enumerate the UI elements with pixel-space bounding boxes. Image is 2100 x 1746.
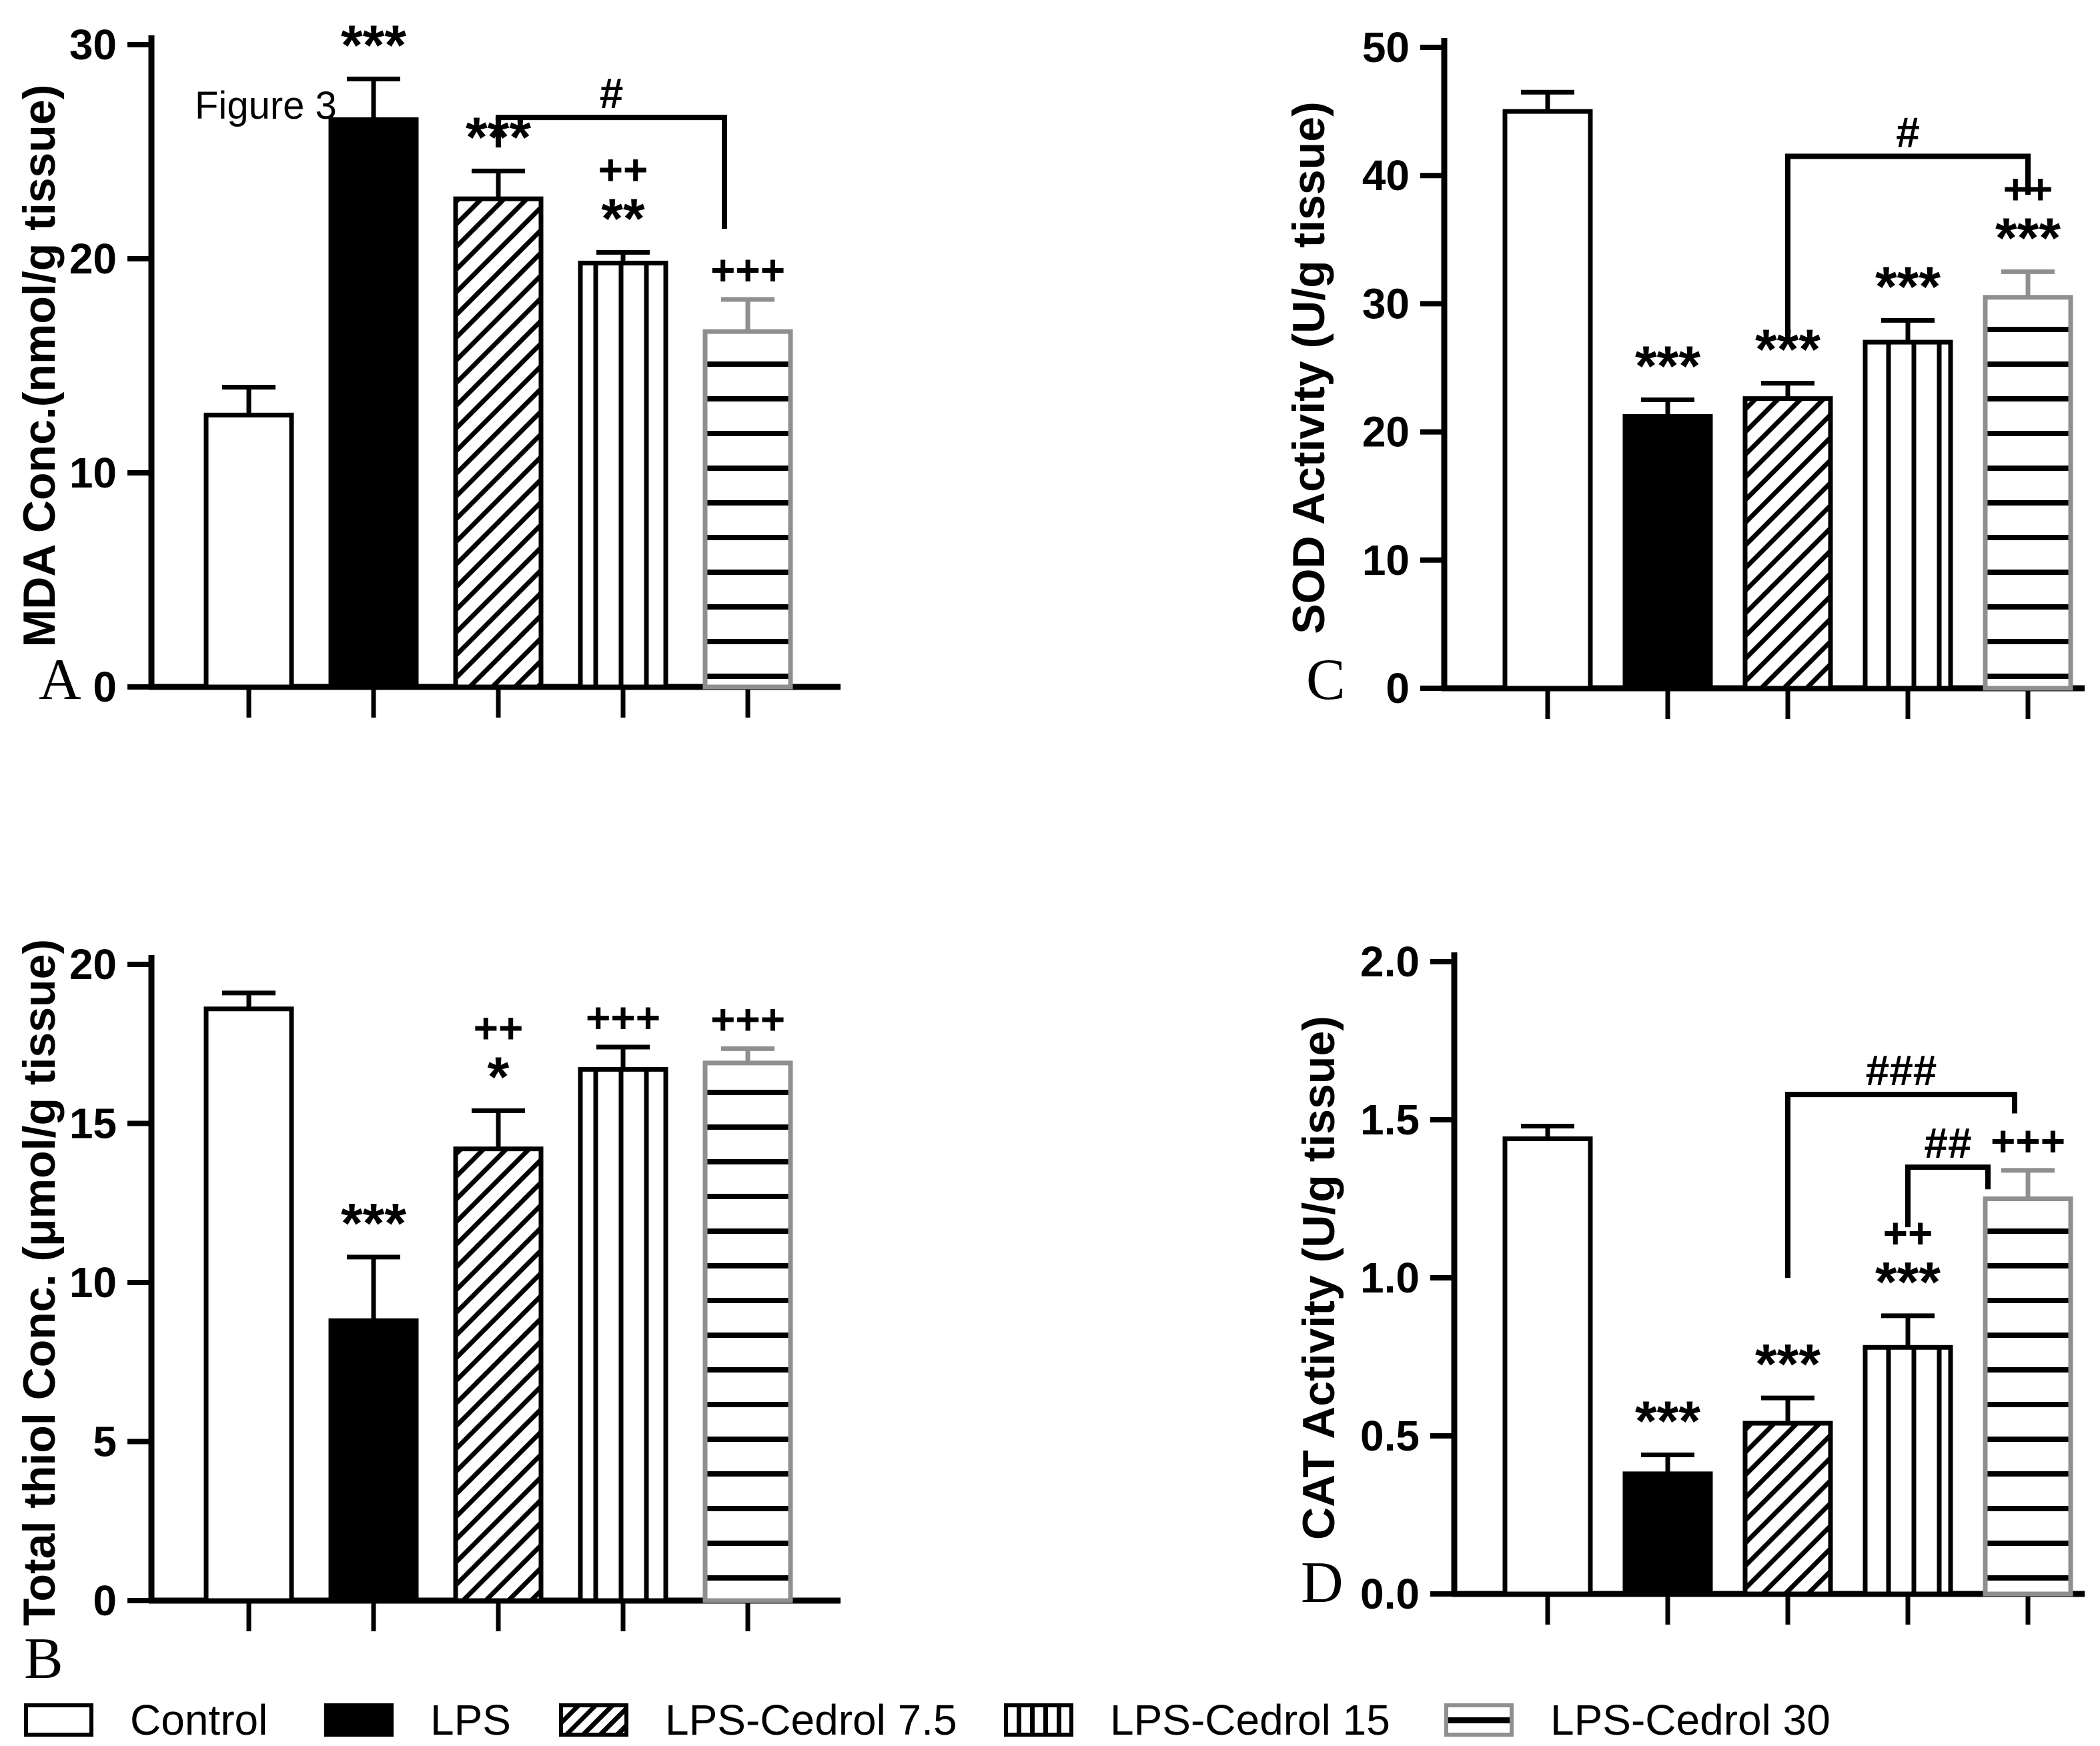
panel-A-bar-lps-cedrol-15 [578, 260, 668, 690]
y-tick-label: 0 [93, 1577, 117, 1625]
y-tick-label: 0 [1386, 664, 1410, 712]
significance-annotation: *** [1995, 206, 2061, 269]
legend-swatch-lps [324, 1703, 394, 1737]
y-tick-label: 30 [1362, 279, 1410, 327]
y-tick-label: 5 [93, 1418, 117, 1466]
figure-legend: Control LPS LPS-Cedrol 7.5 LPS-Cedrol 15… [0, 1694, 2100, 1746]
legend-item-lps-cedrol-7-5: LPS-Cedrol 7.5 [559, 1694, 957, 1746]
panel-C-bar-lps [1622, 414, 1713, 691]
legend-label-lps-cedrol-7-5: LPS-Cedrol 7.5 [665, 1696, 957, 1744]
panel-letter-c: C [1306, 648, 1346, 712]
legend-label-lps-cedrol-30: LPS-Cedrol 30 [1550, 1696, 1830, 1744]
significance-annotation: *** [341, 13, 406, 76]
y-tick-label: 50 [1362, 23, 1410, 71]
legend-swatch-lps-cedrol-30 [1444, 1703, 1514, 1737]
panel-B-bar-lps [328, 1318, 419, 1603]
panel-B-bar-lps-cedrol-15 [578, 1066, 668, 1603]
significance-annotation: +++ [1991, 1117, 2065, 1165]
panel-C-bar-lps-cedrol-7-5 [1742, 396, 1833, 691]
significance-annotation: +++ [710, 995, 785, 1043]
panel-A-bar-lps-cedrol-30 [702, 329, 793, 690]
panel-B-bar-lps-cedrol-7-5 [453, 1146, 544, 1603]
y-tick-label: 0.0 [1360, 1570, 1420, 1618]
legend-label-lps: LPS [430, 1696, 511, 1744]
legend-label-lps-cedrol-15: LPS-Cedrol 15 [1110, 1696, 1390, 1744]
panel-A-bar-lps-cedrol-7-5 [453, 196, 544, 690]
y-tick-label: 30 [69, 21, 117, 69]
panel-C-bar-lps-cedrol-15 [1863, 339, 1953, 691]
panel-letter-b: B [24, 1627, 63, 1691]
y-tick-label: 1.5 [1360, 1096, 1420, 1144]
significance-annotation: *** [1635, 1389, 1700, 1452]
y-tick-label: 20 [69, 940, 117, 988]
panel-letter-a: A [39, 648, 81, 712]
panel-D-bar-lps-cedrol-7-5 [1742, 1421, 1833, 1597]
significance-annotation: *** [1875, 1250, 1941, 1313]
y-tick-label: 20 [1362, 408, 1410, 456]
significance-annotation: *** [1635, 335, 1700, 397]
y-tick-label: 10 [69, 449, 117, 497]
legend-item-lps-cedrol-30: LPS-Cedrol 30 [1444, 1694, 1830, 1746]
panel-B-bar-lps-cedrol-30 [702, 1060, 793, 1603]
legend-swatch-control [24, 1703, 93, 1737]
bracket-label: # [1896, 108, 1920, 156]
y-tick-label: 0.5 [1360, 1412, 1420, 1460]
comparison-bracket [1905, 1164, 1991, 1228]
panel-D-bar-control [1502, 1136, 1593, 1597]
y-tick-label: 10 [69, 1258, 117, 1306]
comparison-bracket [496, 115, 727, 229]
panel-D: 0.0 0.5 1.0 1.5 2.0 CAT Activity (U/g tissue)… [1293, 938, 2085, 1625]
panel-D-bar-lps-cedrol-30 [1983, 1196, 2073, 1597]
panel-B-bar-control [203, 1006, 294, 1603]
panel-D-bar-lps-cedrol-15 [1863, 1345, 1953, 1597]
panel-D-y-axis-title: CAT Activity (U/g tissue) [1293, 1016, 1344, 1540]
y-tick-label: 2.0 [1360, 938, 1420, 986]
significance-annotation: *** [1875, 255, 1941, 317]
bracket-label: ### [1866, 1046, 1937, 1094]
panel-letter-d: D [1301, 1551, 1344, 1615]
panel-A-y-axis-title: MDA Conc.(nmol/g tissue) [14, 85, 65, 648]
panel-D-bar-lps [1622, 1471, 1713, 1597]
legend-swatch-lps-cedrol-7-5 [559, 1703, 628, 1737]
bracket-label: ## [1924, 1119, 1971, 1167]
bracket-label: # [600, 69, 624, 117]
legend-swatch-lps-cedrol-15 [1004, 1703, 1073, 1737]
y-tick-label: 0 [93, 663, 117, 711]
panel-A-bar-control [203, 412, 294, 690]
panel-B-y-axis-title: Total thiol Conc. (μmol/g tissue) [14, 939, 65, 1626]
y-tick-label: 15 [69, 1100, 117, 1148]
y-tick-label: 20 [69, 235, 117, 283]
figure-title: Figure 3 [195, 84, 337, 127]
significance-annotation: *** [1755, 1333, 1820, 1395]
panel-C-bar-control [1502, 109, 1593, 691]
y-tick-label: 40 [1362, 151, 1410, 199]
legend-item-lps: LPS [324, 1694, 511, 1746]
significance-annotation: * [488, 1045, 510, 1108]
panel-C: 0 10 20 30 40 50 SOD Activity (U/g tissue) *** *… [1283, 23, 2085, 719]
significance-annotation: ++ [598, 145, 648, 193]
comparison-bracket [1785, 1092, 2017, 1278]
significance-annotation: +++ [710, 246, 785, 294]
significance-annotation: *** [341, 1192, 406, 1254]
legend-item-control: Control [24, 1694, 268, 1746]
y-tick-label: 1.0 [1360, 1254, 1420, 1302]
panel-C-bar-lps-cedrol-30 [1983, 295, 2073, 691]
panel-C-y-axis-title: SOD Activity (U/g tissue) [1283, 101, 1334, 634]
significance-annotation: ++ [474, 1004, 524, 1052]
legend-item-lps-cedrol-15: LPS-Cedrol 15 [1004, 1694, 1390, 1746]
significance-annotation: ** [601, 187, 645, 249]
legend-label-control: Control [130, 1696, 268, 1744]
significance-annotation: +++ [586, 994, 660, 1042]
y-tick-label: 10 [1362, 536, 1410, 584]
panel-A-bar-lps [328, 117, 419, 690]
comparison-bracket [1785, 153, 2031, 343]
